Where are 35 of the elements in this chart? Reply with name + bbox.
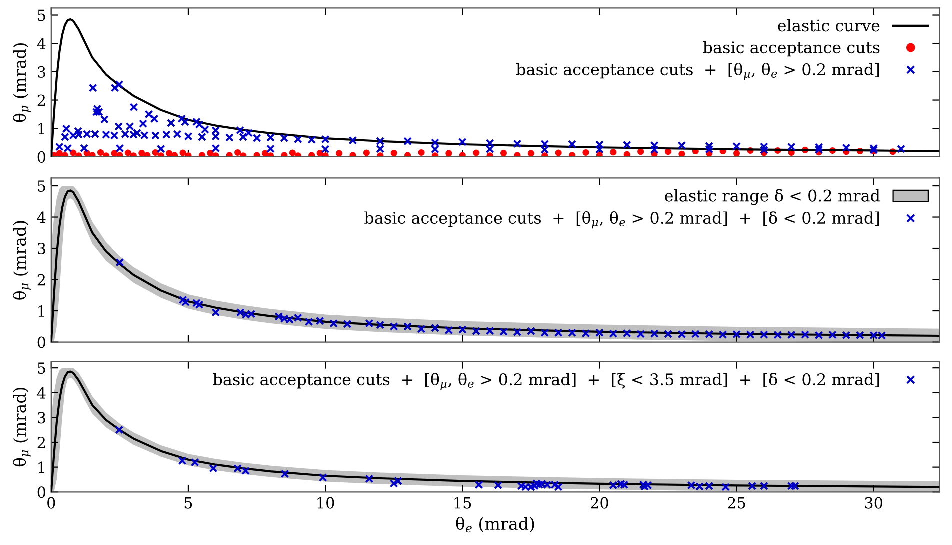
x-tick-label: 5: [184, 497, 192, 509]
x-tick-label: 25: [728, 497, 746, 509]
legend-label: basic acceptance cuts: [703, 41, 880, 57]
legend-label: basic acceptance cuts + [θ$_{μ}$, θ$_{e}$ > 0.2 mrad] + [ξ < 3.5 mrad] + [δ < 0.2 mrad]: [213, 373, 880, 390]
x-tick-label: 20: [591, 497, 608, 509]
y-tick-label: 4: [37, 38, 46, 50]
y-tick-label: 5: [38, 10, 46, 22]
legend-label: elastic curve: [778, 19, 880, 32]
x-axis-title: θ$_{e}$ (mrad): [456, 517, 534, 533]
y-tick-label: 3: [38, 242, 46, 255]
y-tick-label: 0: [38, 151, 46, 163]
y-tick-label: 4: [37, 212, 46, 224]
y-axis-title: θ$_{μ}$ (mrad): [13, 388, 31, 467]
x-tick-label: 10: [318, 497, 334, 509]
legend-label: basic acceptance cuts + [θ$_{μ}$, θ$_{e}$ > 0.2 mrad] + [δ < 0.2 mrad]: [364, 212, 880, 229]
y-tick-label: 1: [38, 305, 44, 317]
legend-label: elastic range δ < 0.2 mrad: [665, 189, 880, 206]
x-tick-label: 15: [454, 497, 472, 509]
legend-label: basic acceptance cuts + [θ$_{μ}$, θ$_{e}$ > 0.2 mrad]: [516, 63, 880, 80]
y-tick-label: 5: [38, 362, 46, 374]
y-tick-label: 1: [38, 462, 44, 474]
y-tick-label: 5: [38, 180, 46, 192]
x-tick-label: 0: [48, 497, 56, 509]
y-tick-label: 0: [38, 336, 46, 348]
x-tick-label: 30: [865, 497, 883, 509]
y-tick-label: 4: [37, 387, 46, 399]
y-tick-label: 2: [38, 94, 46, 106]
y-axis-title: θ$_{μ}$ (mrad): [13, 44, 31, 122]
y-tick-label: 2: [38, 436, 46, 448]
y-tick-label: 2: [38, 274, 46, 286]
y-tick-label: 3: [38, 412, 46, 424]
y-tick-label: 0: [38, 486, 46, 498]
y-axis-title: θ$_{μ}$ (mrad): [13, 221, 31, 300]
y-tick-label: 1: [38, 123, 44, 134]
y-tick-label: 3: [38, 66, 46, 78]
